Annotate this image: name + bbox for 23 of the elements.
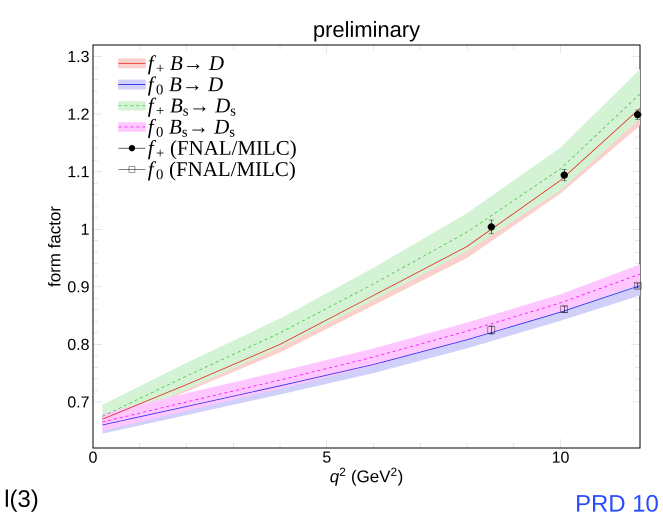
point (488, 223, 496, 231)
legend-label: f$_{0}$ (FNAL/MILC) (148, 161, 295, 180)
legend-label: f$_{+}$ B→ D (148, 55, 224, 74)
point (560, 171, 568, 179)
y-tick-label: 1 (82, 224, 89, 235)
text: PRD 10 (577, 494, 658, 512)
legend-label: f$_{0}$ B→ D (148, 76, 223, 96)
x-tick-label: 5 (322, 452, 331, 463)
text: l(3) (6, 490, 38, 512)
y-tick-label: 1.1 (68, 166, 89, 178)
y-tick-label: 0.8 (68, 338, 89, 350)
x-tick-label: 10 (552, 452, 569, 463)
y-tick-label: 0.7 (68, 396, 89, 408)
legend-label: f$_{0}$ B$_{s}$→ D$_{s}$ (148, 118, 234, 138)
y-tick-label: 0.9 (68, 281, 89, 292)
y-tick-label: 1.3 (68, 50, 89, 62)
x-tick-label: 0 (89, 452, 97, 463)
legend-label: f$_{+}$ B$_{s}$→ D$_{s}$ (148, 98, 236, 117)
x-axis-title: q$^{2}$ (GeV$^{2}$) (330, 468, 402, 486)
y-axis-title: form factor (48, 206, 60, 287)
chart-title: preliminary (314, 21, 420, 42)
legend-label: f$_{+}$ (FNAL/MILC) (148, 140, 296, 160)
y-tick-label: 1.2 (68, 108, 89, 120)
